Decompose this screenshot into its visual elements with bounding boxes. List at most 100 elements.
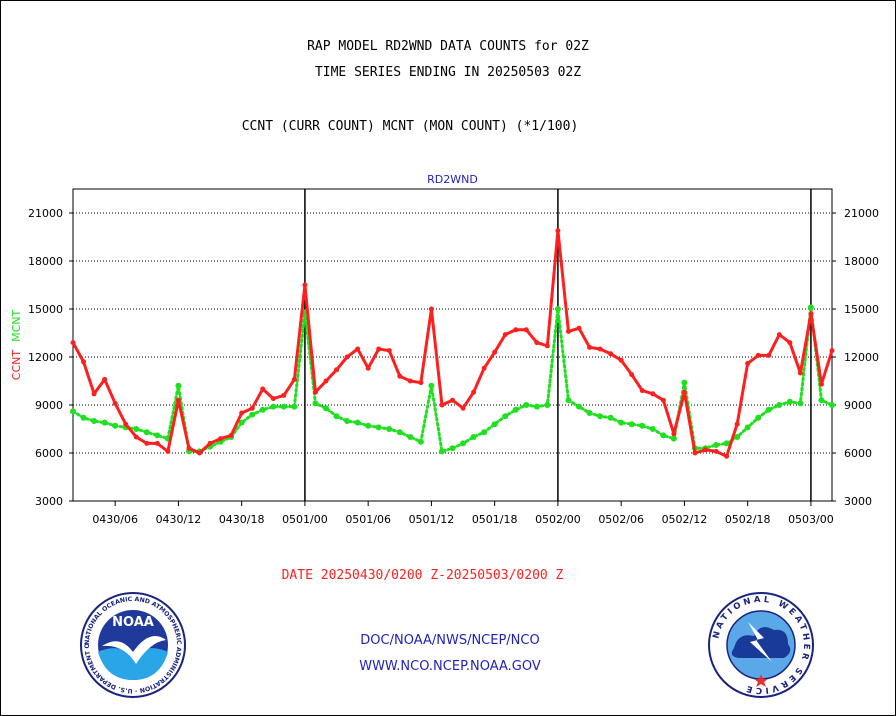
x-tick-label: 0430/06 bbox=[92, 513, 138, 526]
point-ccnt bbox=[228, 432, 234, 438]
point-mcnt bbox=[333, 413, 340, 420]
point-ccnt bbox=[376, 346, 382, 352]
point-mcnt bbox=[365, 422, 372, 429]
x-tick-label: 0502/18 bbox=[725, 513, 771, 526]
point-mcnt bbox=[417, 438, 424, 445]
footer-link-doc[interactable]: DOC/NOAA/NWS/NCEP/NCO bbox=[360, 633, 540, 648]
y-tick-label-left: 9000 bbox=[35, 399, 63, 412]
point-ccnt bbox=[671, 431, 677, 437]
y-tick-label-right: 3000 bbox=[844, 495, 872, 508]
point-mcnt bbox=[565, 397, 572, 404]
x-tick-label: 0503/00 bbox=[788, 513, 834, 526]
point-ccnt bbox=[133, 434, 139, 440]
point-ccnt bbox=[197, 450, 202, 456]
point-ccnt bbox=[397, 373, 403, 379]
point-ccnt bbox=[365, 365, 371, 371]
point-ccnt bbox=[766, 352, 772, 358]
x-tick-label: 0430/12 bbox=[156, 513, 202, 526]
point-ccnt bbox=[608, 351, 614, 357]
point-ccnt bbox=[523, 327, 529, 333]
point-ccnt bbox=[355, 346, 361, 352]
point-ccnt bbox=[745, 360, 751, 366]
point-ccnt bbox=[629, 372, 635, 378]
point-ccnt bbox=[492, 349, 498, 355]
y-tick-label-right: 18000 bbox=[844, 255, 879, 268]
y-tick-label-right: 6000 bbox=[844, 447, 872, 460]
point-ccnt bbox=[123, 421, 129, 427]
point-mcnt bbox=[502, 413, 509, 420]
point-ccnt bbox=[218, 436, 224, 442]
point-ccnt bbox=[260, 386, 266, 392]
point-ccnt bbox=[660, 397, 666, 403]
point-mcnt bbox=[776, 402, 783, 408]
point-mcnt bbox=[312, 400, 319, 407]
point-mcnt bbox=[597, 413, 604, 420]
point-ccnt bbox=[513, 327, 519, 333]
point-mcnt bbox=[681, 379, 688, 386]
point-ccnt bbox=[207, 440, 213, 446]
point-ccnt bbox=[407, 378, 413, 384]
point-ccnt bbox=[681, 389, 687, 395]
point-ccnt bbox=[797, 370, 803, 376]
point-ccnt bbox=[481, 365, 487, 371]
plot-area bbox=[72, 188, 833, 502]
point-ccnt bbox=[692, 450, 698, 456]
point-ccnt bbox=[302, 282, 308, 288]
point-ccnt bbox=[724, 453, 730, 459]
y-tick-label-left: 18000 bbox=[28, 255, 63, 268]
point-mcnt bbox=[723, 440, 730, 447]
chart-title-line1: RAP MODEL RD2WND DATA COUNTS for 02Z bbox=[307, 39, 589, 54]
point-mcnt bbox=[323, 405, 329, 412]
x-tick-label: 0502/00 bbox=[535, 513, 581, 526]
point-mcnt bbox=[586, 410, 593, 416]
point-mcnt bbox=[428, 382, 435, 389]
point-ccnt bbox=[154, 440, 160, 446]
y-axis-label-ccnt: CCNT bbox=[10, 350, 23, 381]
y-axis-label-mcnt: MCNT bbox=[10, 310, 23, 342]
point-ccnt bbox=[270, 396, 276, 402]
point-ccnt bbox=[186, 445, 192, 451]
y-tick-label-right: 21000 bbox=[844, 207, 879, 220]
point-mcnt bbox=[344, 418, 351, 424]
point-ccnt bbox=[534, 340, 540, 346]
point-ccnt bbox=[713, 448, 719, 454]
point-ccnt bbox=[165, 448, 171, 454]
point-mcnt bbox=[396, 429, 403, 436]
point-ccnt bbox=[818, 381, 824, 387]
point-ccnt bbox=[776, 332, 782, 338]
point-mcnt bbox=[70, 408, 76, 415]
point-ccnt bbox=[502, 332, 508, 338]
point-mcnt bbox=[449, 445, 456, 452]
point-ccnt bbox=[555, 228, 561, 234]
point-mcnt bbox=[101, 419, 108, 426]
x-tick-label: 0501/12 bbox=[409, 513, 455, 526]
footer-link-url[interactable]: WWW.NCO.NCEP.NOAA.GOV bbox=[359, 659, 541, 674]
point-mcnt bbox=[628, 421, 635, 428]
point-ccnt bbox=[734, 421, 740, 427]
point-ccnt bbox=[70, 340, 76, 346]
x-tick-label: 0501/00 bbox=[282, 513, 328, 526]
point-mcnt bbox=[491, 421, 498, 428]
point-mcnt bbox=[670, 435, 677, 442]
series-line-ccnt bbox=[71, 229, 834, 458]
y-tick-label-right: 15000 bbox=[844, 303, 879, 316]
point-ccnt bbox=[323, 378, 329, 384]
point-mcnt bbox=[259, 406, 266, 413]
point-ccnt bbox=[650, 391, 656, 397]
point-ccnt bbox=[618, 357, 624, 363]
x-tick-label: 0502/12 bbox=[662, 513, 708, 526]
point-mcnt bbox=[80, 414, 87, 421]
point-mcnt bbox=[154, 432, 161, 439]
point-mcnt bbox=[407, 434, 414, 440]
point-mcnt bbox=[660, 432, 667, 439]
point-mcnt bbox=[512, 406, 519, 413]
point-mcnt bbox=[133, 426, 140, 432]
point-mcnt bbox=[386, 426, 393, 432]
point-mcnt bbox=[576, 403, 582, 410]
point-ccnt bbox=[639, 388, 645, 394]
point-ccnt bbox=[460, 405, 466, 411]
y-tick-label-left: 3000 bbox=[35, 495, 63, 508]
point-mcnt bbox=[713, 442, 720, 448]
point-mcnt bbox=[112, 422, 119, 429]
point-ccnt bbox=[471, 389, 477, 395]
